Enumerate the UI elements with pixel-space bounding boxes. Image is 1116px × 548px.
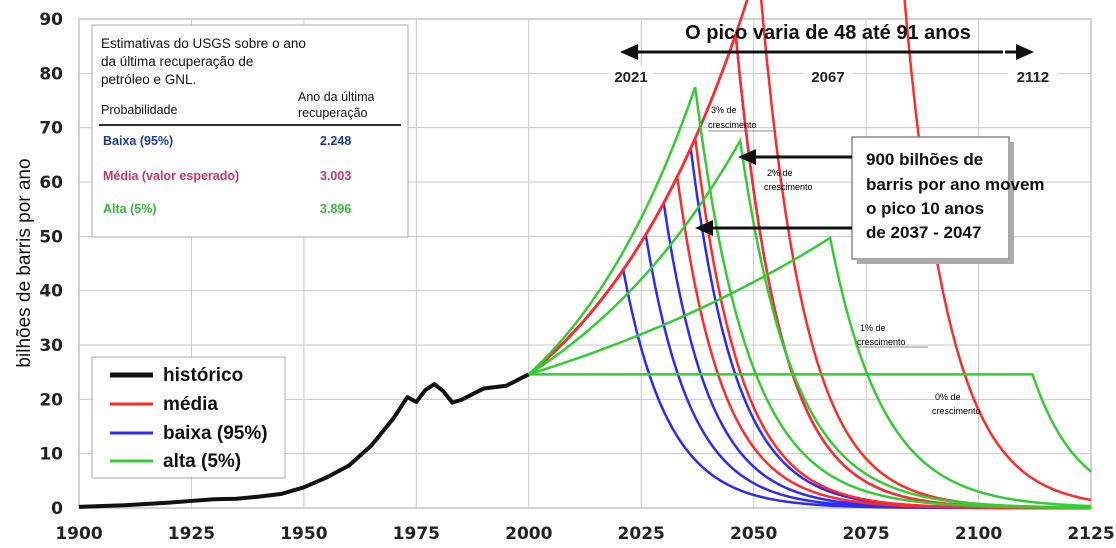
- y-tick-label: 80: [39, 64, 63, 84]
- x-tick-label: 2050: [730, 524, 777, 544]
- svg-text:alta (5%): alta (5%): [163, 451, 241, 472]
- peak-range-annotation: O pico varia de 48 até 91 anos 2021 2067…: [608, 22, 1058, 86]
- callout-line-3: o pico 10 anos: [866, 199, 984, 218]
- x-tick-label: 2125: [1067, 524, 1114, 544]
- series-high-curve: [528, 373, 1092, 473]
- row-label-high: Alta (5%): [103, 202, 156, 216]
- peak-year-2112: 2112: [1008, 66, 1058, 86]
- series-high-curve: [527, 86, 1092, 510]
- svg-text:2112: 2112: [1017, 69, 1050, 86]
- x-tick-label: 1975: [393, 524, 440, 544]
- row-value-low: 2.248: [320, 134, 351, 148]
- table-row: Alta (5%) 3.896: [103, 202, 351, 216]
- svg-text:crescimento: crescimento: [708, 120, 757, 130]
- svg-text:3% de: 3% de: [711, 105, 737, 115]
- row-label-low: Baixa (95%): [103, 134, 173, 148]
- table-title-line-3: petróleo e GNL.: [101, 72, 196, 87]
- legend-item-mean: média: [110, 394, 218, 415]
- peak-year-2067: 2067: [803, 66, 853, 86]
- svg-text:1% de: 1% de: [860, 323, 886, 333]
- x-tick-label: 2000: [505, 524, 552, 544]
- callout-line-4: de 2037 - 2047: [866, 223, 981, 242]
- svg-text:2% de: 2% de: [767, 168, 793, 178]
- row-label-mid: Média (valor esperado): [103, 169, 239, 183]
- series-high-curve: [528, 235, 1092, 508]
- peak-range-arrow-solid: [620, 44, 1003, 60]
- growth-label-3pct: 3% de crescimento: [708, 105, 775, 132]
- y-tick-label: 40: [39, 282, 63, 302]
- svg-text:crescimento: crescimento: [764, 182, 813, 192]
- y-tick-label: 0: [51, 499, 63, 519]
- x-tick-label: 2075: [842, 524, 889, 544]
- table-header-year-1: Ano da última: [298, 90, 374, 104]
- svg-text:crescimento: crescimento: [932, 406, 981, 416]
- growth-label-1pct: 1% de crescimento: [857, 323, 928, 348]
- y-tick-label: 50: [39, 227, 63, 247]
- peak-shift-callout: 900 bilhões de barris por ano movem o pi…: [851, 136, 1045, 264]
- svg-text:2067: 2067: [811, 69, 844, 86]
- row-value-mid: 3.003: [320, 169, 351, 183]
- table-title-line-2: da última recuperação de: [101, 54, 253, 69]
- table-title-line-1: Estimativas do USGS sobre o ano: [101, 36, 306, 51]
- peak-year-2021: 2021: [608, 66, 654, 86]
- svg-text:0% de: 0% de: [935, 392, 961, 402]
- x-tick-label: 2100: [955, 524, 1002, 544]
- growth-label-2pct: 2% de crescimento: [764, 168, 813, 192]
- series-historical: [78, 372, 530, 509]
- x-tick-label: 1950: [280, 524, 327, 544]
- usgs-estimates-table: Estimativas do USGS sobre o ano da últim…: [91, 24, 409, 238]
- growth-label-0pct: 0% de crescimento: [932, 392, 981, 416]
- svg-text:2021: 2021: [614, 69, 647, 86]
- svg-text:crescimento: crescimento: [857, 337, 906, 347]
- legend-item-high: alta (5%): [110, 451, 241, 472]
- x-tick-label: 2025: [618, 524, 665, 544]
- peak-range-arrow-dashed: [845, 44, 1034, 60]
- legend-item-historical: histórico: [110, 365, 243, 386]
- y-tick-label: 30: [39, 336, 63, 356]
- row-value-high: 3.896: [320, 202, 351, 216]
- chart-legend: histórico média baixa (95%) alta (5%): [91, 356, 286, 479]
- y-tick-label: 10: [39, 445, 63, 465]
- y-axis-label: bilhões de barris por ano: [14, 158, 35, 367]
- table-row: Baixa (95%) 2.248: [103, 134, 351, 148]
- callout-line-1: 900 bilhões de: [866, 150, 983, 169]
- series-mean-curve: [527, 0, 1092, 502]
- svg-text:baixa (95%): baixa (95%): [163, 423, 268, 444]
- x-tick-label: 1900: [55, 524, 102, 544]
- y-tick-label: 90: [39, 10, 63, 30]
- x-tick-label: 1925: [168, 524, 215, 544]
- y-tick-label: 60: [39, 173, 63, 193]
- y-tick-label: 20: [39, 390, 63, 410]
- svg-text:histórico: histórico: [163, 365, 243, 386]
- chart-axes: 1900 1925 1950 1975 2000 2025 2050 2075 2100 2125…: [39, 10, 1114, 544]
- table-header-probability: Probabilidade: [101, 103, 177, 117]
- y-tick-label: 70: [39, 119, 63, 139]
- callout-line-2: barris por ano movem: [866, 175, 1045, 194]
- callout-arrow-upper: [738, 149, 852, 165]
- legend-item-low: baixa (95%): [110, 423, 268, 444]
- peak-range-title: O pico varia de 48 até 91 anos: [685, 22, 971, 44]
- table-row: Média (valor esperado) 3.003: [103, 169, 351, 183]
- table-header-year-2: recuperação: [298, 106, 368, 120]
- chart-series: [78, 0, 1092, 510]
- series-high-curve: [528, 137, 1092, 509]
- callout-arrow-lower: [695, 220, 852, 236]
- svg-text:média: média: [163, 394, 218, 415]
